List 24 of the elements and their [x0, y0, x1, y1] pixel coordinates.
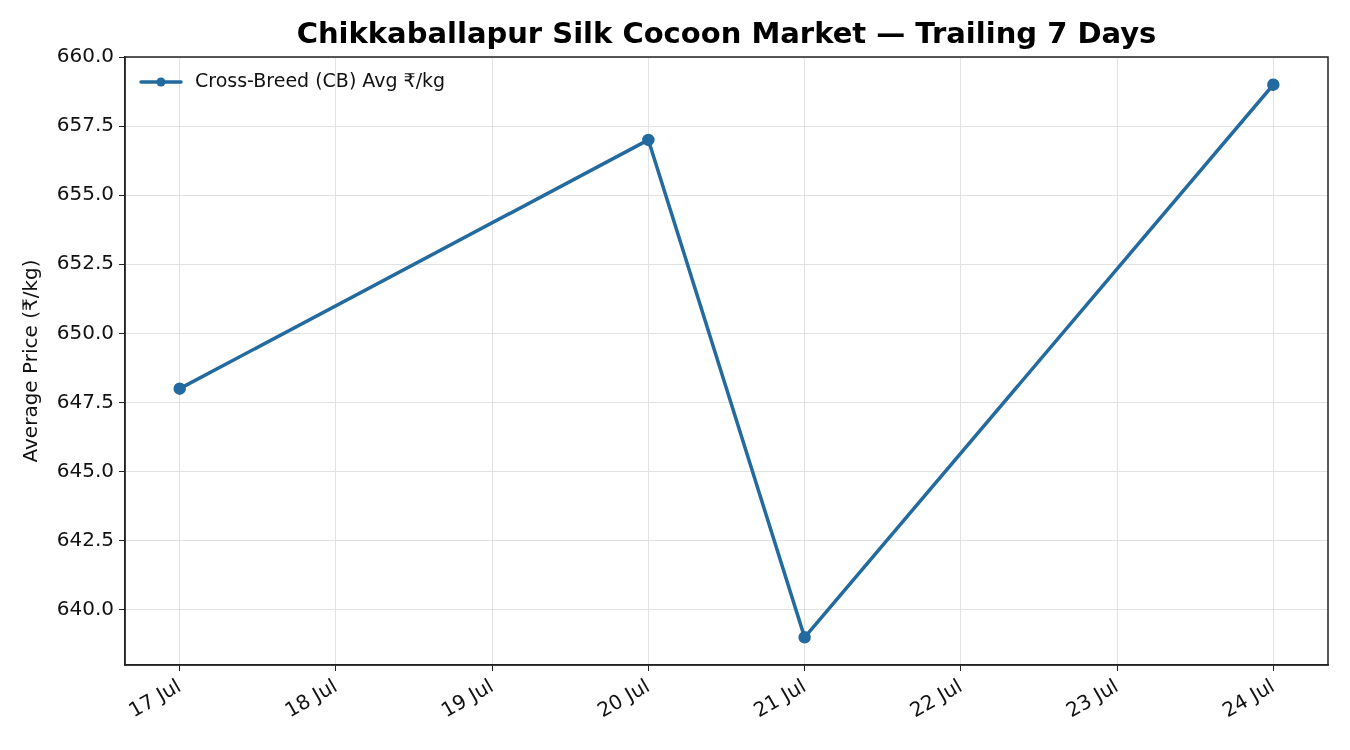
- point: [642, 133, 655, 147]
- y-tick-label: 647.5: [56, 388, 114, 413]
- point: [173, 382, 186, 395]
- x-tick-label: 22 Jul: [905, 673, 966, 723]
- x-tick-label: 20 Jul: [593, 673, 654, 723]
- x-tick-label: 23 Jul: [1061, 673, 1123, 723]
- y-tick-label: 655.0: [56, 181, 114, 206]
- x-tick-label: 18 Jul: [280, 673, 342, 723]
- y-axis-title: Average Price (₹/kg): [18, 259, 43, 463]
- point: [1267, 78, 1280, 91]
- point: [798, 631, 811, 644]
- y-tick-label: 657.5: [56, 112, 114, 137]
- x-tick-label: 19 Jul: [436, 673, 498, 723]
- y-tick-label: 652.5: [56, 250, 114, 275]
- chart-title: Chikkaballapur Silk Cocoon Market — Trailing 7 Days: [296, 15, 1157, 50]
- y-tick-label: 642.5: [56, 526, 114, 551]
- legend-label: Cross-Breed (CB) Avg ₹/kg: [195, 68, 446, 91]
- x-tick-label: 24 Jul: [1218, 673, 1279, 723]
- y-tick-label: 660.0: [56, 43, 114, 68]
- y-tick-label: 645.0: [56, 457, 114, 482]
- x-tick-label: 21 Jul: [749, 673, 810, 723]
- y-tick-label: 640.0: [56, 595, 114, 620]
- x-tick-label: 17 Jul: [124, 673, 185, 723]
- y-tick-label: 650.0: [56, 319, 114, 344]
